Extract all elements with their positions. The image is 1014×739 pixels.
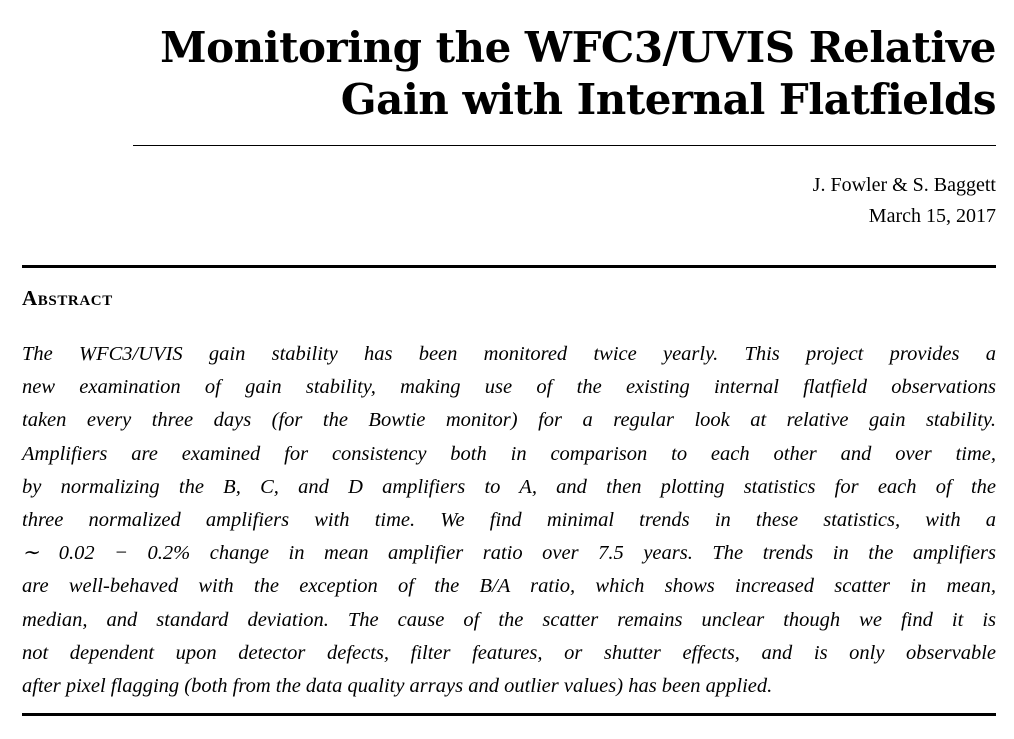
abstract-line: by normalizing the B, C, and D amplifier…	[22, 475, 996, 498]
abstract-line: The WFC3/UVIS gain stability has been mo…	[22, 343, 996, 365]
abstract-line: are well-behaved with the exception of t…	[22, 575, 996, 598]
abstract-heading: Abstract	[22, 286, 113, 310]
abstract-body: The WFC3/UVIS gain stability has been mo…	[22, 338, 996, 703]
abstract-line: not dependent upon detector defects, fil…	[22, 641, 996, 664]
abstract-line: Amplifiers are examined for consistency …	[22, 442, 996, 465]
abstract-line: taken every three days (for the Bowtie m…	[22, 409, 996, 432]
authors: J. Fowler & S. Baggett	[812, 174, 996, 196]
author-block: J. Fowler & S. Baggett March 15, 2017	[813, 170, 996, 232]
paper-title: Monitoring the WFC3/UVIS Relative Gain w…	[160, 22, 996, 126]
title-divider	[133, 145, 996, 146]
abstract-line: ∼ 0.02 − 0.2% change in mean amplifier r…	[22, 542, 996, 565]
title-line-2: Gain with Internal Flatfields	[340, 75, 997, 124]
abstract-line: after pixel flagging (both from the data…	[22, 674, 773, 697]
title-line-1: Monitoring the WFC3/UVIS Relative	[160, 23, 996, 72]
abstract-line: new examination of gain stability, makin…	[22, 376, 996, 399]
abstract-bottom-rule	[22, 713, 996, 716]
abstract-top-rule	[22, 265, 996, 268]
publication-date: March 15, 2017	[868, 205, 996, 227]
abstract-line: three normalized amplifiers with time. W…	[22, 508, 996, 531]
abstract-line: median, and standard deviation. The caus…	[22, 608, 996, 631]
